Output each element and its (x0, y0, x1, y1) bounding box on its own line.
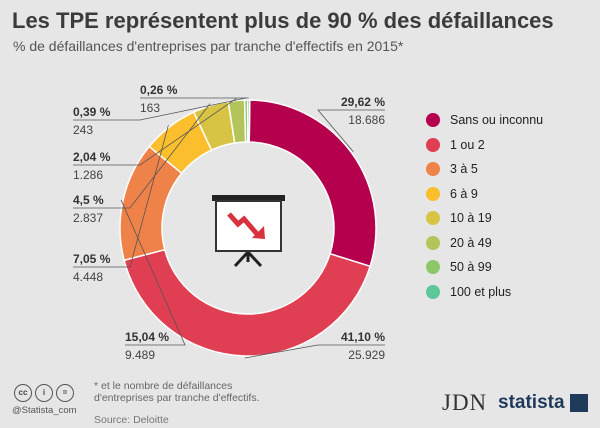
slice-percent-label-8: 0,26 % (140, 83, 178, 97)
jdn-logo[interactable]: JDN (442, 390, 488, 415)
slice-percent-label-6: 2,04 % (73, 150, 111, 164)
legend-swatch (426, 162, 440, 177)
legend-swatch (426, 260, 440, 275)
statista-logo-icon (570, 394, 588, 412)
legend-label: 10 à 19 (450, 211, 492, 226)
leader-line-2 (244, 344, 385, 359)
leader-line-4 (73, 125, 169, 268)
slice-count-label-8: 163 (140, 101, 160, 115)
creative-commons-icon: cc (14, 384, 32, 402)
slice-percent-label-2: 41,10 % (341, 330, 385, 344)
slice-percent-label-3: 15,04 % (125, 330, 169, 344)
statista-logo-text[interactable]: statista (498, 392, 565, 413)
legend-swatch (426, 235, 440, 250)
slice-percent-label-5: 4,5 % (73, 193, 104, 207)
legend-item-4: 6 à 9 (426, 182, 543, 207)
slice-percent-label-1: 29,62 % (341, 95, 385, 109)
presentation-chart-down-icon (212, 195, 285, 268)
legend-item-2: 1 ou 2 (426, 133, 543, 158)
slice-percent-label-4: 7,05 % (73, 252, 111, 266)
legend-swatch (426, 186, 440, 201)
slice-count-label-5: 2.837 (73, 211, 103, 225)
legend-item-1: Sans ou inconnu (426, 108, 543, 133)
legend-swatch (426, 284, 440, 299)
legend-item-6: 20 à 49 (426, 231, 543, 256)
legend-item-7: 50 à 99 (426, 255, 543, 280)
leader-line-3 (120, 199, 186, 346)
leader-line-6 (73, 98, 237, 166)
license-icons: cc i = (14, 384, 74, 402)
leader-line-7 (73, 97, 247, 121)
legend-label: 3 à 5 (450, 162, 478, 177)
legend-label: 50 à 99 (450, 260, 492, 275)
slice-count-label-4: 4.448 (73, 270, 103, 284)
legend-swatch (426, 137, 440, 152)
legend-item-8: 100 et plus (426, 280, 543, 305)
footnote-line-2: d'entreprises par tranche d'effectifs. (94, 392, 260, 404)
legend-swatch (426, 211, 440, 226)
leader-line-5 (73, 103, 211, 209)
legend-label: Sans ou inconnu (450, 113, 544, 128)
no-derivatives-icon: = (56, 384, 74, 402)
donut-slice-8 (246, 99, 251, 143)
footnote-line-1: * et le nombre de défaillances (94, 380, 233, 392)
slice-percent-label-7: 0,39 % (73, 105, 111, 119)
legend-label: 1 ou 2 (450, 137, 485, 152)
legend-item-5: 10 à 19 (426, 206, 543, 231)
slice-count-label-1: 18.686 (348, 113, 385, 127)
footer: cc i = @Statista_com * et le nombre de d… (0, 380, 600, 428)
donut-slice-1 (248, 99, 377, 268)
leader-line-1 (317, 109, 385, 153)
slice-count-label-6: 1.286 (73, 168, 103, 182)
chart-title: Les TPE représentent plus de 90 % des dé… (12, 8, 554, 33)
legend-label: 100 et plus (450, 284, 512, 299)
slice-count-label-2: 25.929 (348, 348, 385, 362)
statista-handle[interactable]: @Statista_com (12, 405, 77, 416)
source: Source: Deloitte (94, 414, 169, 426)
legend-label: 6 à 9 (450, 186, 478, 201)
chart-subtitle: % de défaillances d'entreprises par tran… (13, 38, 404, 54)
legend-label: 20 à 49 (450, 235, 492, 250)
legend-swatch (426, 113, 440, 128)
attribution-icon: i (35, 384, 53, 402)
slice-count-label-7: 243 (73, 123, 93, 137)
legend: Sans ou inconnu 1 ou 2 3 à 5 6 à 9 10 à 19 20… (426, 108, 543, 304)
legend-item-3: 3 à 5 (426, 157, 543, 182)
donut-slice-2 (123, 248, 372, 357)
footnote: * et le nombre de défaillances d'entrepr… (94, 380, 260, 404)
slice-count-label-3: 9.489 (125, 348, 155, 362)
